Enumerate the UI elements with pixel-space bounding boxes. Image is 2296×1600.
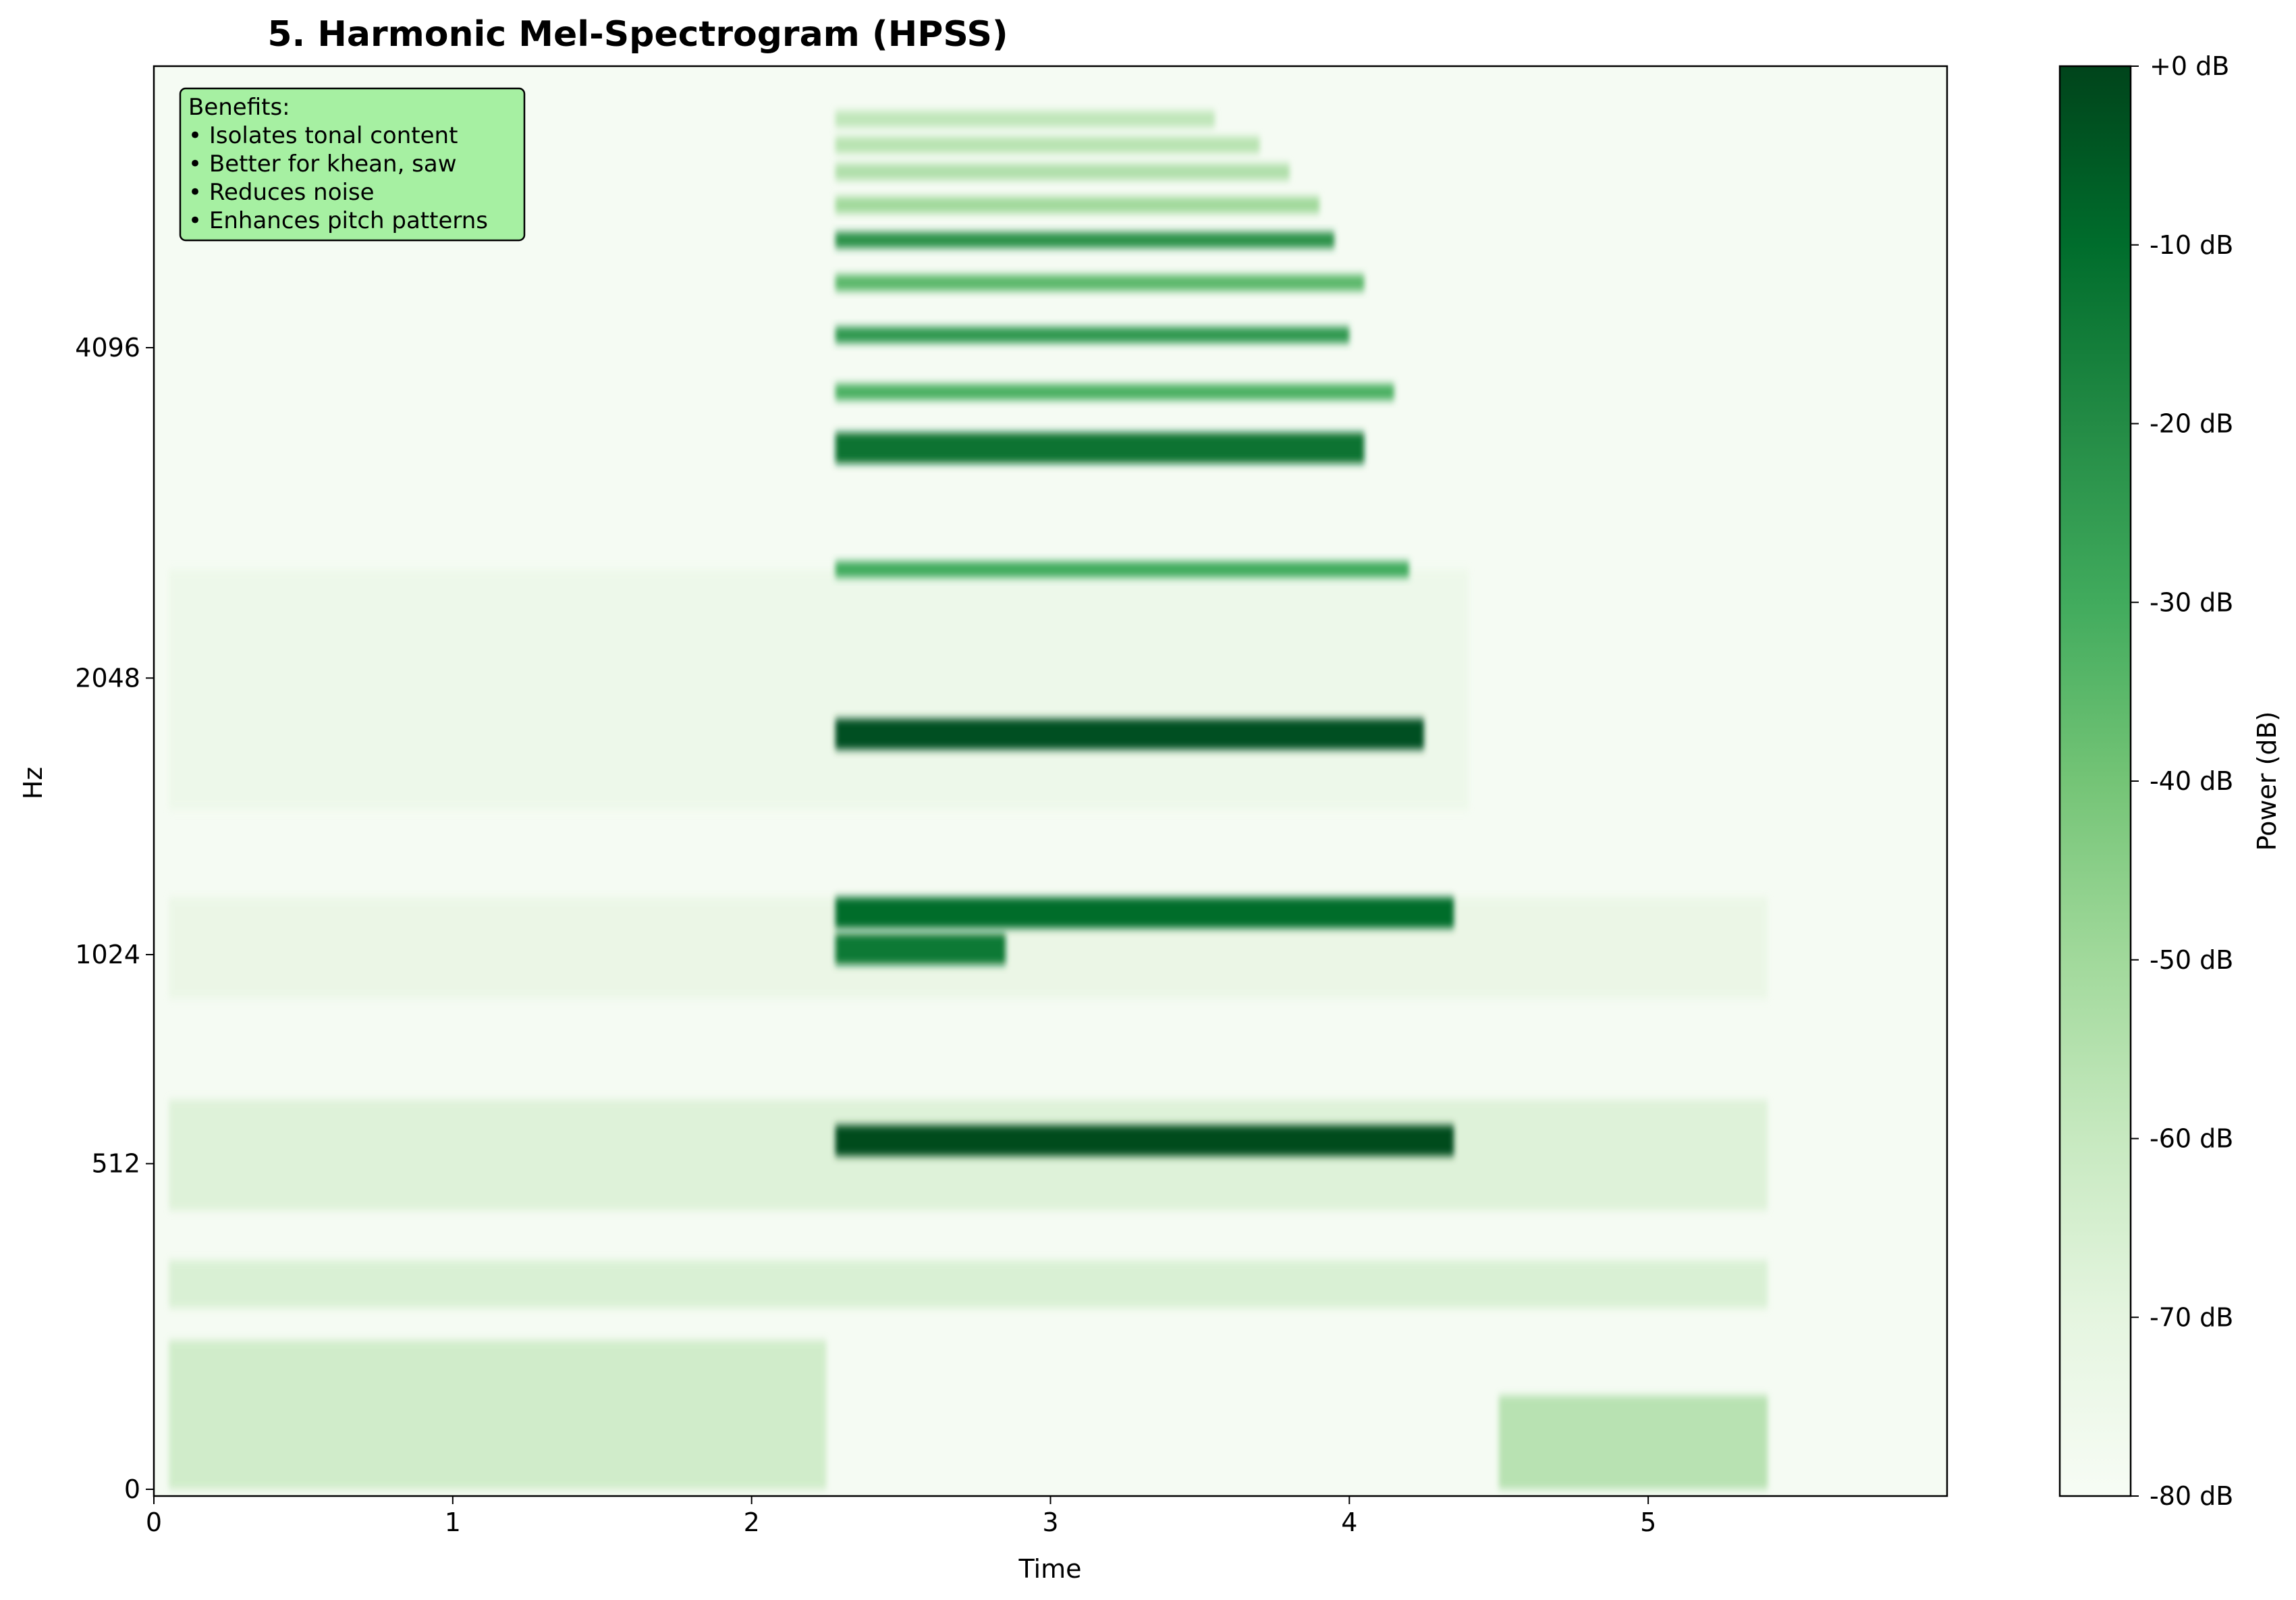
colorbar-gradient bbox=[2058, 65, 2132, 1497]
noise-region bbox=[1498, 1395, 1768, 1489]
colorbar-tick-label: -20 dB bbox=[2150, 409, 2233, 439]
annotation-line: Benefits: bbox=[188, 94, 290, 121]
harmonic-band bbox=[835, 561, 1409, 578]
x-tick-label: 0 bbox=[146, 1508, 162, 1537]
harmonic-band bbox=[835, 232, 1335, 248]
harmonic-band bbox=[835, 383, 1394, 400]
y-tick-label: 0 bbox=[124, 1474, 140, 1504]
annotation-line: • Better for khean, saw bbox=[188, 151, 457, 178]
y-tick-label: 4096 bbox=[75, 333, 140, 363]
harmonic-band bbox=[835, 1125, 1454, 1156]
y-axis-label: Hz bbox=[18, 767, 48, 800]
chart-title: 5. Harmonic Mel-Spectrogram (HPSS) bbox=[267, 14, 1008, 55]
colorbar-tick-label: -70 dB bbox=[2150, 1302, 2233, 1332]
harmonic-band bbox=[835, 327, 1350, 344]
colorbar-tick-label: -10 dB bbox=[2150, 230, 2233, 260]
harmonic-band bbox=[835, 111, 1215, 128]
harmonic-band bbox=[835, 897, 1454, 929]
annotation-background bbox=[179, 87, 526, 242]
colorbar-tick-label: -80 dB bbox=[2150, 1481, 2233, 1511]
colorbar-tick-label: -40 dB bbox=[2150, 766, 2233, 796]
colorbar: +0 dB -10 dB -20 dB -30 dB -40 dB -50 dB -60 d… bbox=[2058, 51, 2282, 1511]
colorbar-tick-label: -50 dB bbox=[2150, 945, 2233, 975]
x-tick-label: 4 bbox=[1341, 1508, 1357, 1537]
x-tick-label: 2 bbox=[744, 1508, 760, 1537]
y-tick-label: 1024 bbox=[75, 940, 140, 969]
harmonic-band bbox=[835, 432, 1365, 464]
colorbar-label: Power (dB) bbox=[2252, 712, 2282, 851]
x-tick-label: 3 bbox=[1042, 1508, 1058, 1537]
x-axis: 0 1 2 3 4 5 bbox=[146, 1496, 1656, 1537]
x-tick-label: 5 bbox=[1640, 1508, 1656, 1537]
y-tick-label: 512 bbox=[91, 1149, 140, 1179]
noise-region bbox=[169, 569, 1469, 810]
x-axis-label: Time bbox=[1018, 1554, 1082, 1584]
spectrogram-bands bbox=[169, 111, 1768, 1489]
colorbar-tick-label: +0 dB bbox=[2150, 51, 2229, 81]
harmonic-band bbox=[835, 718, 1425, 750]
annotation-line: • Enhances pitch patterns bbox=[188, 207, 488, 234]
harmonic-band bbox=[835, 196, 1320, 213]
x-tick-label: 1 bbox=[445, 1508, 461, 1537]
y-tick-label: 2048 bbox=[75, 663, 140, 693]
colorbar-tick-label: -60 dB bbox=[2150, 1124, 2233, 1154]
annotation-line: • Reduces noise bbox=[188, 179, 375, 206]
annotation-line: • Isolates tonal content bbox=[188, 122, 458, 149]
harmonic-band bbox=[835, 933, 1006, 965]
noise-region bbox=[169, 1340, 827, 1489]
harmonic-band bbox=[835, 274, 1365, 291]
annotation-box: Benefits:• Isolates tonal content• Bette… bbox=[179, 87, 526, 242]
colorbar-tick-label: -30 dB bbox=[2150, 587, 2233, 617]
harmonic-band bbox=[835, 136, 1260, 153]
harmonic-band bbox=[835, 163, 1290, 180]
noise-region bbox=[169, 1260, 1768, 1308]
y-axis: 0 512 1024 2048 4096 bbox=[75, 333, 154, 1504]
